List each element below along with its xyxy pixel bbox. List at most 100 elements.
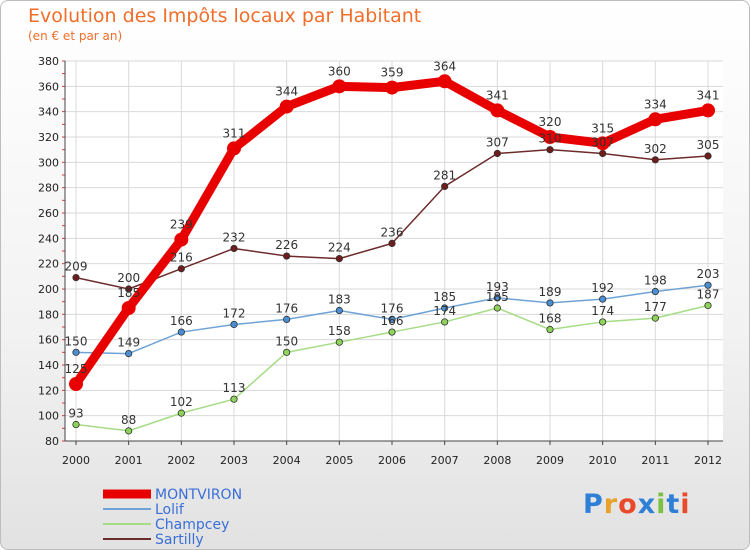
y-axis-ticks: 80 100 120 140 160 180 200 220 240 260 280 300 320 34… [38, 55, 59, 448]
x-tick-label: 2000 [62, 454, 90, 467]
y-tick-label: 200 [38, 283, 59, 296]
legend-label-lolif: Lolif [155, 502, 185, 518]
data-point-champcey [493, 304, 501, 312]
y-tick-label: 220 [38, 258, 59, 271]
data-point-champcey [441, 318, 449, 326]
data-label-champcey: 158 [328, 324, 351, 338]
data-label-champcey: 187 [697, 287, 720, 301]
data-label-lolif: 185 [433, 290, 456, 304]
data-label-champcey: 102 [170, 395, 193, 409]
data-point-champcey [335, 338, 343, 346]
x-tick-label: 2010 [589, 454, 617, 467]
series-points [69, 74, 715, 435]
x-tick-label: 2001 [115, 454, 143, 467]
data-label-montviron: 125 [65, 362, 88, 376]
y-tick-label: 260 [38, 207, 59, 220]
y-tick-label: 140 [38, 359, 59, 372]
data-point-champcey [599, 318, 607, 326]
data-label-montviron: 344 [275, 85, 298, 99]
x-tick-label: 2011 [641, 454, 669, 467]
y-tick-label: 340 [38, 106, 59, 119]
x-tick-label: 2008 [483, 454, 511, 467]
data-label-sartilly: 232 [223, 230, 246, 244]
data-label-sartilly: 310 [539, 132, 562, 146]
x-tick-label: 2005 [325, 454, 353, 467]
data-point-sartilly [125, 285, 133, 293]
data-label-lolif: 192 [591, 281, 614, 295]
y-tick-label: 380 [38, 55, 59, 68]
data-point-sartilly [651, 156, 659, 164]
data-point-sartilly [230, 244, 238, 253]
data-point-sartilly [177, 265, 185, 273]
data-label-champcey: 177 [644, 300, 667, 314]
y-tick-label: 160 [38, 334, 59, 347]
x-tick-label: 2012 [694, 454, 722, 467]
data-label-sartilly: 226 [275, 238, 298, 252]
data-label-champcey: 174 [591, 304, 614, 318]
data-label-lolif: 176 [381, 301, 404, 315]
data-point-champcey [72, 420, 80, 429]
data-label-sartilly: 209 [65, 260, 88, 274]
data-label-champcey: 113 [223, 381, 246, 395]
data-point-champcey [230, 395, 238, 403]
data-point-sartilly [388, 239, 396, 247]
data-label-lolif: 166 [170, 314, 193, 328]
data-label-sartilly: 236 [381, 225, 404, 239]
legend-label-montviron: MONTVIRON [155, 487, 242, 503]
data-label-montviron: 315 [591, 121, 614, 135]
data-label-montviron: 320 [539, 115, 562, 129]
data-label-montviron: 239 [170, 218, 193, 232]
data-label-sartilly: 307 [486, 135, 509, 149]
x-tick-label: 2009 [536, 454, 564, 467]
data-point-lolif [441, 304, 449, 312]
data-label-lolif: 189 [539, 285, 562, 299]
data-label-lolif: 203 [697, 267, 720, 281]
data-point-lolif [651, 287, 659, 296]
x-axis-ticks: 2000 2001 2002 2003 2004 2005 2006 2007 2008 2009… [62, 454, 722, 467]
x-tick-label: 2003 [220, 454, 248, 467]
chart-subtitle: (en € et par an) [28, 29, 123, 43]
data-point-lolif [335, 306, 343, 315]
data-label-sartilly: 224 [328, 241, 351, 255]
data-point-montviron [332, 79, 347, 94]
y-tick-label: 360 [38, 80, 59, 93]
data-point-montviron [174, 232, 189, 247]
data-labels: 125 185 239 311 344 360 359 364 341 320 315 334 341 1… [65, 59, 720, 427]
data-label-montviron: 334 [644, 97, 667, 111]
data-point-sartilly [283, 252, 291, 260]
data-point-montviron [279, 99, 294, 114]
y-tick-label: 80 [45, 435, 59, 448]
axes [62, 60, 723, 445]
data-point-sartilly [493, 149, 501, 158]
data-label-sartilly: 305 [697, 138, 720, 152]
y-tick-label: 120 [38, 384, 59, 397]
x-tick-label: 2006 [378, 454, 406, 467]
data-point-montviron [437, 74, 452, 89]
legend-label-champcey: Champcey [155, 517, 229, 533]
data-point-lolif [283, 315, 291, 323]
data-label-lolif: 193 [486, 280, 509, 294]
y-tick-label: 240 [38, 232, 59, 245]
legend-label-sartilly: Sartilly [155, 532, 204, 548]
x-tick-label: 2007 [431, 454, 459, 467]
data-point-champcey [546, 325, 554, 334]
data-label-montviron: 185 [117, 286, 140, 300]
data-label-sartilly: 302 [644, 142, 667, 156]
data-point-champcey [177, 409, 185, 417]
data-label-montviron: 341 [486, 88, 509, 102]
data-label-lolif: 198 [644, 274, 667, 288]
data-label-sartilly: 281 [433, 168, 456, 182]
data-point-montviron [227, 141, 241, 156]
data-point-champcey [125, 427, 133, 435]
data-label-lolif: 149 [117, 336, 140, 350]
data-label-montviron: 359 [381, 66, 404, 80]
data-label-champcey: 168 [539, 312, 562, 326]
data-point-lolif [230, 320, 238, 329]
data-point-montviron [701, 103, 715, 118]
data-label-champcey: 93 [68, 407, 83, 421]
y-tick-label: 300 [38, 156, 59, 169]
data-point-sartilly [599, 149, 607, 158]
data-label-champcey: 150 [275, 334, 298, 348]
